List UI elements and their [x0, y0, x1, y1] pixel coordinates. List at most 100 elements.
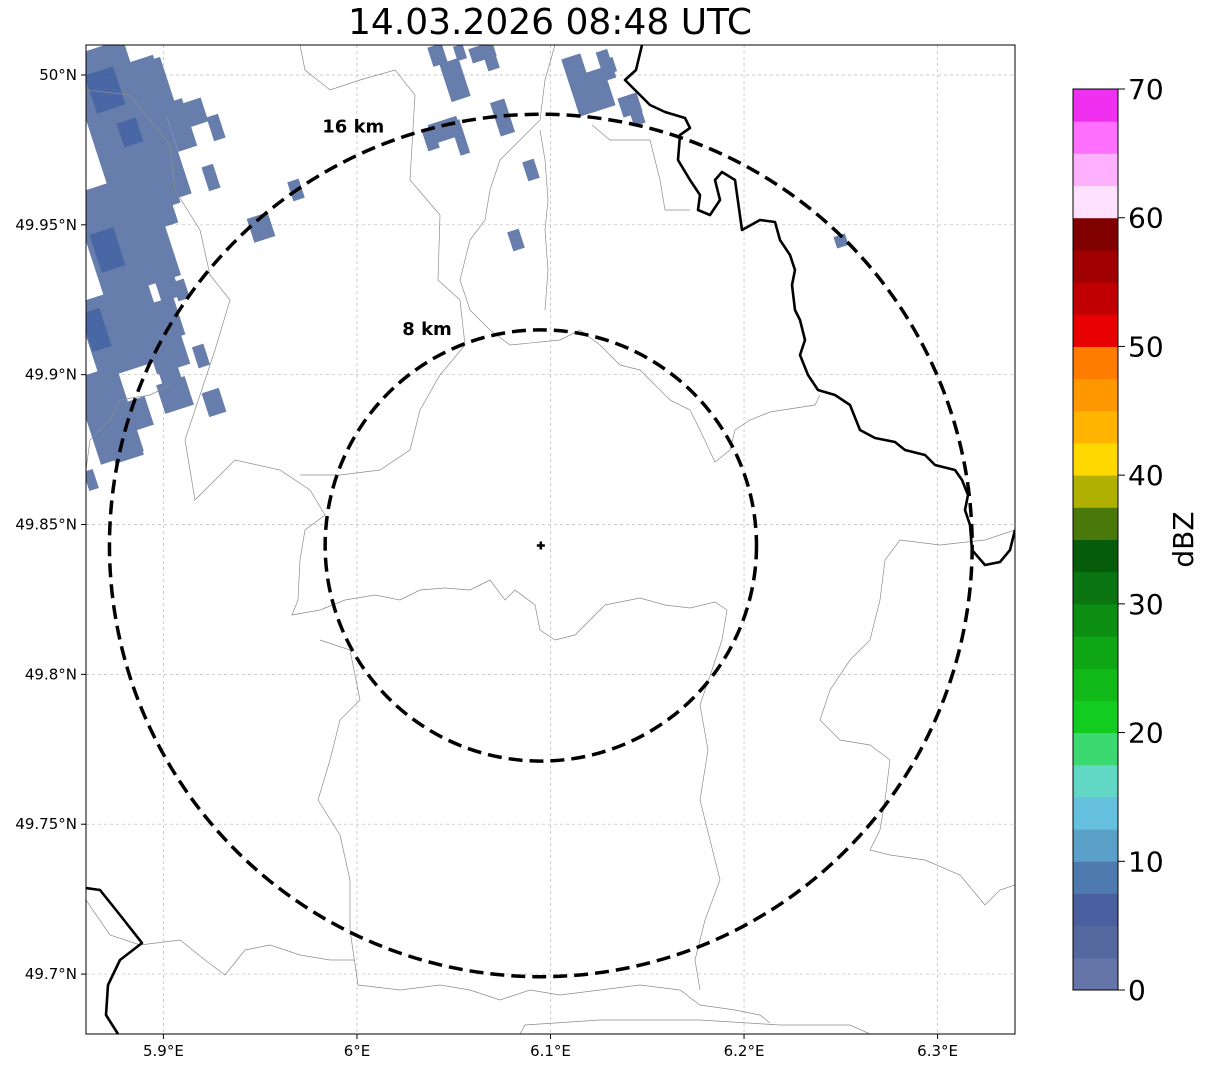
colorbar-bin	[1073, 89, 1118, 122]
precip-cell	[452, 45, 468, 62]
gridlines	[86, 45, 1015, 1034]
precip-cell	[162, 98, 198, 152]
colorbar-bin	[1073, 475, 1118, 508]
precipitation-echoes	[86, 45, 849, 492]
border-line	[591, 124, 690, 211]
precip-cell	[201, 387, 227, 418]
lat-tick-label: 49.7°N	[25, 965, 77, 983]
range-rings: 8 km 16 km	[107, 112, 974, 979]
lon-tick-label: 6.1°E	[530, 1042, 571, 1060]
colorbar-tick-label: 40	[1128, 459, 1164, 492]
precip-cell	[121, 146, 169, 214]
colorbar-bin	[1073, 925, 1118, 959]
radar-center-marker	[536, 541, 545, 550]
precip-cell	[427, 45, 448, 67]
precip-cell	[522, 158, 540, 182]
precip-cell	[201, 163, 221, 192]
colorbar-bin	[1073, 539, 1118, 573]
colorbar-bin	[1073, 378, 1118, 412]
colorbar-bin	[1073, 829, 1118, 862]
precip-cell	[89, 227, 126, 273]
precip-cell	[116, 117, 144, 148]
colorbar-frame	[1072, 88, 1119, 991]
colorbar-bin	[1073, 282, 1118, 315]
precip-cell	[602, 56, 618, 75]
colorbar-tick-label: 50	[1128, 330, 1164, 363]
lon-tick-label: 6.3°E	[917, 1042, 958, 1060]
colorbar-bin	[1073, 442, 1118, 476]
colorbar-tick-label: 70	[1128, 73, 1164, 106]
precip-cell	[439, 57, 471, 103]
border-line	[86, 89, 728, 706]
border-line	[539, 129, 549, 311]
precip-cell	[138, 117, 192, 203]
colorbar-bin	[1073, 571, 1118, 605]
border-line	[519, 1019, 871, 1034]
colorbar-bin	[1073, 121, 1118, 154]
lon-tick-label: 5.9°E	[143, 1042, 184, 1060]
precip-cell	[626, 98, 646, 127]
precip-cell	[106, 426, 144, 464]
colorbar-bin	[1073, 764, 1118, 798]
colorbar-bin	[1073, 217, 1118, 251]
precip-cell	[86, 307, 112, 353]
precip-cell	[449, 119, 471, 156]
colorbar-tick-label: 60	[1128, 202, 1164, 235]
colorbar-bin	[1073, 957, 1118, 991]
colorbar-bin	[1073, 668, 1118, 701]
colorbar-tick-label: 20	[1128, 717, 1164, 750]
colorbar-bin	[1073, 153, 1118, 187]
lat-tick-label: 49.75°N	[15, 815, 77, 833]
border-line	[299, 45, 466, 476]
colorbar-bin	[1073, 185, 1118, 219]
country-border	[86, 886, 144, 1034]
precip-cell	[482, 48, 500, 72]
colorbar-tick-label: 10	[1128, 845, 1164, 878]
colorbar-bin	[1073, 410, 1118, 444]
precip-cell	[172, 278, 190, 302]
country-border	[623, 45, 1015, 567]
precip-cell	[155, 357, 185, 393]
precip-cell	[246, 212, 276, 243]
lon-tick-label: 6.2°E	[724, 1042, 765, 1060]
precip-cell	[149, 257, 181, 303]
precip-cell	[489, 98, 516, 137]
colorbar-bin	[1073, 893, 1118, 927]
lat-tick-label: 49.85°N	[15, 516, 77, 534]
precip-cell	[86, 468, 99, 492]
border-line	[694, 704, 721, 991]
latitude-axis: 50°N 49.95°N 49.9°N 49.85°N 49.8°N 49.75°N 49.…	[15, 66, 86, 983]
border-line	[86, 899, 355, 976]
map-title: 14.03.2026 08:48 UTC	[347, 2, 753, 43]
range-ring-label: 8 km	[402, 319, 452, 340]
colorbar-tick-label: 0	[1128, 974, 1146, 1007]
precip-cell	[206, 113, 226, 142]
precip-cell	[161, 178, 181, 207]
colorbar-bin	[1073, 507, 1118, 540]
colorbar-bin	[1073, 603, 1118, 637]
colorbar-bin	[1073, 861, 1118, 894]
colorbar-bin	[1073, 636, 1118, 669]
national-borders	[86, 45, 1015, 1034]
precip-cell	[507, 228, 525, 252]
precip-cell	[86, 66, 126, 114]
range-ring	[107, 112, 974, 979]
range-ring	[323, 328, 759, 763]
colorbar-tick-label: 30	[1128, 588, 1164, 621]
colorbar-label: dBZ	[1167, 511, 1200, 567]
longitude-axis: 5.9°E 6°E 6.1°E 6.2°E 6.3°E	[143, 1034, 958, 1060]
colorbar-bin	[1073, 732, 1118, 766]
colorbar: 0 10 20 30 40 50 60 70 dBZ	[1072, 73, 1200, 1007]
border-line	[317, 639, 771, 1024]
precip-cell	[422, 128, 440, 152]
lat-tick-label: 50°N	[39, 66, 77, 84]
colorbar-bin	[1073, 700, 1118, 734]
colorbar-bin	[1073, 346, 1118, 380]
colorbar-bin	[1073, 314, 1118, 347]
colorbar-bin	[1073, 796, 1118, 830]
lat-tick-label: 49.9°N	[25, 366, 77, 384]
lat-tick-label: 49.8°N	[25, 665, 77, 683]
precip-cell	[191, 343, 211, 369]
lat-tick-label: 49.95°N	[15, 216, 77, 234]
